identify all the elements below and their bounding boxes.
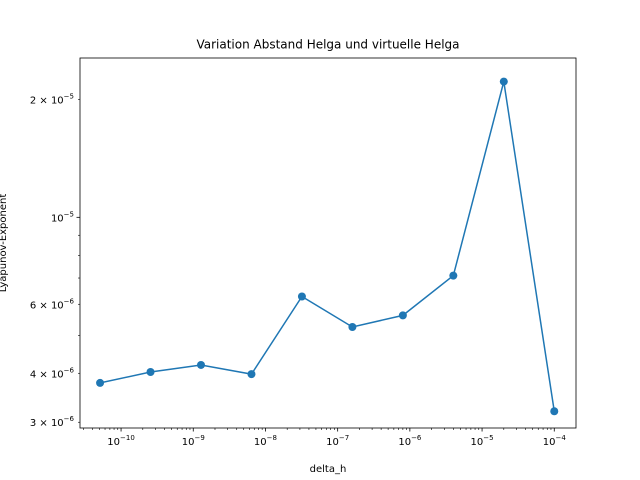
x-tick-label: 10−4: [543, 434, 567, 448]
x-tick-label: 10−7: [326, 434, 349, 448]
data-point: [146, 368, 155, 376]
data-point: [398, 311, 407, 320]
y-axis-label: Lyapunov-Exponent: [0, 194, 9, 293]
series-line: [99, 81, 556, 412]
y-tick-label: 6 × 10−6: [30, 297, 75, 311]
data-point: [247, 370, 256, 379]
y-tick-label: 3 × 10−6: [30, 415, 75, 429]
data-point: [449, 271, 458, 280]
x-tick-label: 10−10: [107, 434, 135, 448]
data-point: [96, 378, 105, 387]
y-tick-label: 10−5: [51, 210, 74, 224]
plot-frame: [79, 57, 577, 429]
data-point: [348, 322, 357, 331]
chart-title: Variation Abstand Helga und virtuelle He…: [196, 38, 459, 52]
x-axis-label: delta_h: [310, 464, 347, 475]
data-point: [550, 407, 559, 416]
x-tick-label: 10−8: [254, 434, 277, 448]
axis-ticks: [76, 99, 555, 432]
data-points: [96, 77, 559, 416]
axis-tick-labels: 10−10 10−9 10−8 10−7 10−6 10−5 10−4 3 × 10−6 4 ×…: [30, 92, 566, 448]
data-point: [197, 360, 205, 369]
y-tick-label: 4 × 10−6: [30, 366, 75, 380]
x-tick-label: 10−5: [471, 434, 494, 448]
y-tick-label: 2 × 10−5: [30, 92, 74, 106]
data-point: [499, 77, 508, 86]
data-point: [297, 292, 306, 301]
x-tick-label: 10−9: [182, 434, 205, 448]
x-tick-label: 10−6: [398, 434, 422, 448]
